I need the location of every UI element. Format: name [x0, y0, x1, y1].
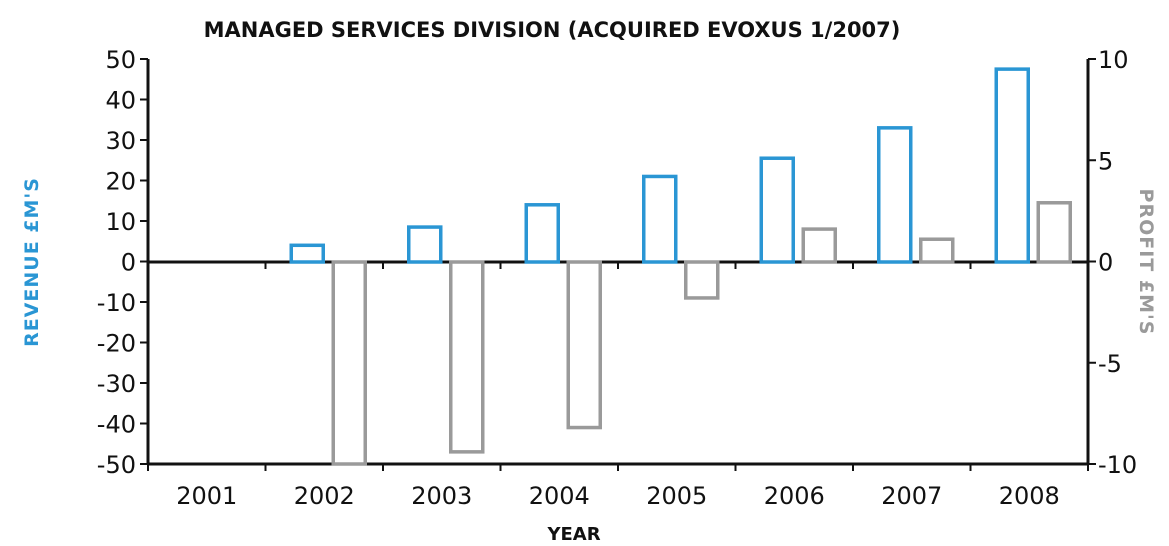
- x-tick-label: 2002: [294, 482, 355, 510]
- axes: [140, 58, 1096, 471]
- y-tick-label-right: -10: [1098, 451, 1137, 479]
- chart-title: MANAGED SERVICES DIVISION (ACQUIRED EVOX…: [204, 18, 901, 42]
- y-tick-label-right: -5: [1098, 350, 1122, 378]
- x-tick-label: 2005: [646, 482, 707, 510]
- profit-bar: [801, 227, 837, 264]
- y-tick-label-left: -30: [97, 370, 136, 398]
- y-tick-label-left: 50: [105, 46, 136, 74]
- revenue-bar: [994, 67, 1030, 264]
- y-axis-label-right: PROFIT £M'S: [1135, 189, 1157, 336]
- y-axis-label-left: REVENUE £M'S: [21, 177, 43, 347]
- revenue-bar: [642, 174, 678, 264]
- profit-bar: [919, 237, 955, 264]
- revenue-bar: [524, 203, 560, 264]
- y-tick-label-left: -20: [97, 330, 136, 358]
- y-tick-label-right: 5: [1098, 147, 1113, 175]
- x-tick-label: 2001: [176, 482, 237, 510]
- x-tick-label: 2006: [764, 482, 825, 510]
- bars: [289, 67, 1072, 466]
- y-tick-label-left: -10: [97, 289, 136, 317]
- profit-bar: [331, 260, 367, 466]
- x-tick-label: 2004: [529, 482, 590, 510]
- y-tick-label-left: 0: [121, 249, 136, 277]
- y-tick-label-right: 0: [1098, 249, 1113, 277]
- revenue-bar: [759, 156, 795, 264]
- y-tick-label-left: 20: [105, 168, 136, 196]
- x-tick-label: 2003: [411, 482, 472, 510]
- x-tick-label: 2008: [999, 482, 1060, 510]
- y-tick-label-left: 10: [105, 208, 136, 236]
- y-tick-label-left: -50: [97, 451, 136, 479]
- revenue-bar: [289, 243, 325, 264]
- profit-bar: [1036, 201, 1072, 264]
- y-tick-label-left: -40: [97, 411, 136, 439]
- x-axis-label: YEAR: [546, 524, 600, 545]
- profit-bar: [566, 260, 602, 430]
- x-tick-label: 2007: [881, 482, 942, 510]
- y-tick-label-left: 40: [105, 87, 136, 115]
- y-tick-label-left: 30: [105, 127, 136, 155]
- revenue-bar: [877, 126, 913, 264]
- profit-bar: [449, 260, 485, 454]
- revenue-bar: [407, 225, 443, 264]
- y-tick-label-right: 10: [1098, 46, 1129, 74]
- profit-bar: [684, 260, 720, 300]
